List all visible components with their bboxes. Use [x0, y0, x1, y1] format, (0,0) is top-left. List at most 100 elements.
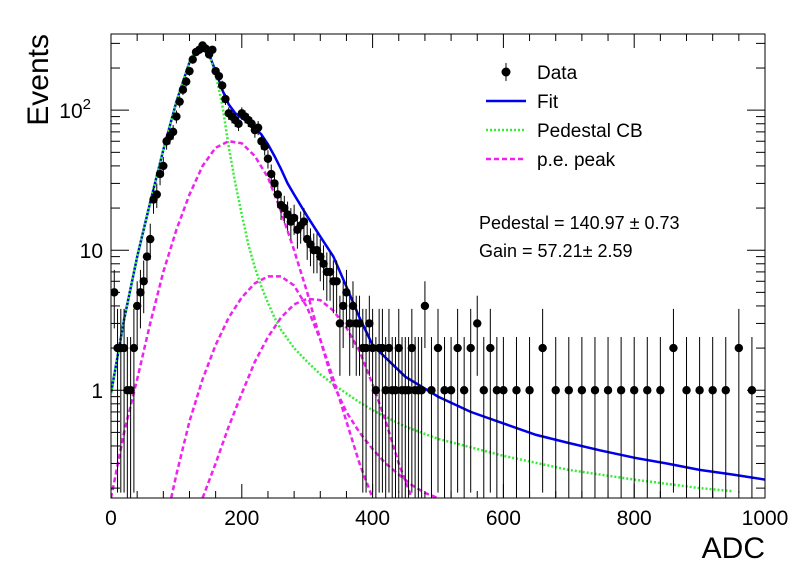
data-point-marker — [564, 386, 573, 395]
data-point — [391, 337, 400, 498]
data-point — [332, 260, 341, 314]
data-point-marker — [289, 213, 299, 223]
data-point — [420, 281, 430, 349]
data-point — [208, 45, 217, 54]
data-point-marker — [182, 77, 191, 86]
data-point-marker — [394, 343, 403, 353]
x-tick-label: 200 — [224, 507, 259, 530]
y-tick-label: 1 — [91, 380, 103, 403]
data-point — [172, 110, 181, 124]
data-point-marker — [466, 343, 475, 353]
x-tick-label: 600 — [486, 507, 521, 530]
data-point — [159, 156, 168, 177]
gain-annotation: Gain = 57.21± 2.59 — [479, 241, 633, 261]
data-point-marker — [299, 217, 309, 226]
data-point-marker — [446, 386, 456, 395]
data-point — [643, 337, 652, 498]
data-point — [152, 183, 161, 209]
data-point — [708, 337, 717, 498]
data-point — [577, 337, 587, 498]
data-point — [280, 195, 289, 224]
data-point — [283, 201, 292, 231]
data-point — [404, 337, 413, 498]
data-point — [695, 337, 704, 498]
data-point — [348, 281, 358, 349]
data-point-marker — [142, 252, 152, 261]
data-point-marker — [381, 386, 390, 395]
data-point-marker — [168, 127, 178, 137]
legend-label: Fit — [537, 92, 559, 113]
data-point-marker — [577, 386, 587, 395]
data-point-marker — [260, 142, 269, 151]
data-point — [345, 295, 354, 376]
data-point-marker — [119, 343, 129, 353]
data-point-marker — [616, 386, 626, 395]
data-point — [119, 308, 129, 493]
legend-entry: Pedestal CB — [486, 121, 643, 142]
data-point-marker — [342, 288, 351, 297]
data-point — [319, 245, 328, 291]
data-point-marker — [368, 343, 377, 353]
data-point — [234, 117, 243, 131]
data-point — [669, 308, 678, 493]
data-point-marker — [319, 259, 328, 268]
curve-p-e-peak-2 — [169, 275, 374, 498]
data-point-marker — [139, 277, 148, 286]
legend-label: Pedestal CB — [537, 121, 643, 142]
data-point-marker — [734, 343, 744, 353]
data-point-marker — [391, 386, 400, 395]
data-point — [260, 138, 269, 156]
data-point-marker — [721, 386, 730, 395]
data-point-marker — [208, 45, 217, 54]
data-point — [427, 337, 436, 498]
data-point-marker — [512, 386, 521, 395]
data-point — [263, 150, 273, 169]
data-points-layer — [111, 41, 757, 498]
data-point-marker — [325, 267, 335, 277]
curve-pedestal-cb — [111, 46, 733, 493]
data-point-marker — [486, 343, 495, 353]
data-point-marker — [159, 161, 168, 171]
data-point — [433, 308, 443, 493]
data-point — [486, 308, 495, 493]
data-point — [682, 337, 691, 498]
legend-entry: Fit — [486, 92, 559, 113]
data-point — [155, 164, 165, 186]
data-point — [139, 260, 148, 314]
data-point — [512, 337, 521, 498]
data-point — [182, 76, 191, 87]
data-point — [538, 308, 547, 493]
data-point — [368, 308, 377, 493]
plot-frame — [110, 33, 766, 499]
data-point — [525, 337, 534, 498]
data-point — [335, 295, 345, 376]
y-tick-label: 102 — [59, 96, 91, 123]
legend-entry: p.e. peak — [486, 150, 616, 171]
data-point — [440, 337, 449, 498]
data-point-marker — [263, 154, 273, 163]
x-tick-label: 400 — [355, 507, 390, 530]
data-point-marker — [538, 343, 547, 353]
data-point-marker — [427, 386, 436, 395]
data-point — [178, 84, 188, 96]
data-point — [473, 295, 482, 376]
data-point — [355, 295, 364, 376]
data-point — [564, 337, 573, 498]
data-point — [616, 337, 626, 498]
data-point-marker — [188, 55, 197, 64]
x-tick-label: 0 — [105, 507, 117, 530]
data-point-marker — [283, 210, 292, 219]
data-point-marker — [247, 119, 256, 128]
data-point-marker — [459, 386, 469, 395]
data-point — [312, 233, 322, 274]
data-point-marker — [253, 123, 263, 132]
data-point — [365, 295, 374, 376]
data-point — [459, 337, 469, 498]
y-tick-label-exponent: 2 — [83, 96, 91, 113]
data-point-marker — [132, 301, 142, 311]
data-point-marker — [404, 386, 413, 395]
data-point-marker — [499, 386, 508, 395]
data-point-marker — [152, 190, 161, 199]
data-point-marker — [440, 386, 449, 395]
legend-label: Data — [537, 63, 578, 84]
